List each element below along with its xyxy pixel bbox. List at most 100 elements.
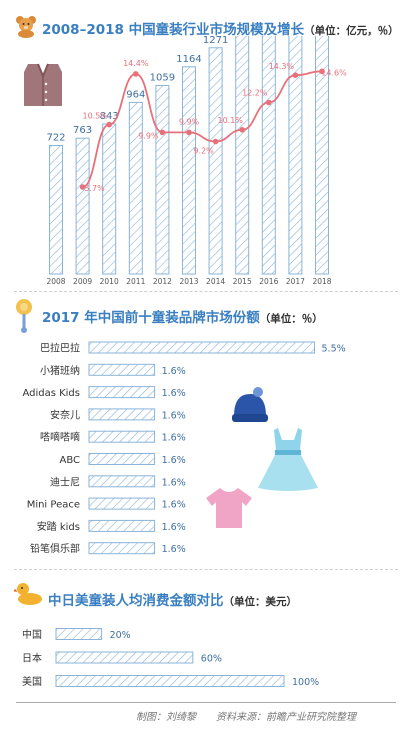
- country-bar: [55, 675, 285, 687]
- bar-value-2008: 722: [46, 132, 65, 143]
- bar-2013: [182, 66, 196, 275]
- growth-label-2011: 14.4%: [123, 59, 149, 68]
- rattle-icon: [14, 298, 34, 338]
- growth-point-2010: [106, 121, 112, 128]
- bar-2014: [208, 47, 223, 275]
- x-tick-2015: 2015: [233, 277, 252, 286]
- brand-label: Mini Peace: [27, 500, 80, 511]
- growth-point-2012: [159, 129, 166, 136]
- growth-label-2010: 10.5%: [82, 112, 108, 121]
- country-label: 美国: [22, 675, 42, 688]
- brand-value: 1.6%: [162, 477, 186, 488]
- bar-value-2014: 1271: [203, 36, 228, 46]
- brand-label: 巴拉巴拉: [40, 342, 80, 355]
- growth-point-2015: [239, 127, 245, 133]
- bar-2011: [128, 101, 143, 275]
- chart3-title: 中日美童装人均消费金额对比: [48, 593, 224, 609]
- brand-label: 嗒嘀嗒嘀: [40, 431, 80, 444]
- country-bar: [55, 651, 194, 664]
- growth-label-2015: 10.1%: [217, 116, 243, 125]
- brand-bar: [88, 341, 315, 354]
- x-tick-2016: 2016: [259, 277, 278, 286]
- brand-bar: [88, 408, 156, 421]
- brand-label: Adidas Kids: [22, 388, 80, 399]
- shirt-icon: [204, 486, 254, 534]
- growth-label-2013: 9.9%: [179, 117, 200, 126]
- brand-value: 1.6%: [162, 388, 186, 399]
- country-value: 100%: [292, 677, 319, 688]
- growth-label-2014: 9.2%: [193, 147, 214, 156]
- growth-line: [82, 70, 323, 188]
- growth-point-2018: [319, 68, 325, 75]
- growth-point-2017: [292, 72, 299, 78]
- chart1-unit: （单位：亿元，％）: [304, 25, 399, 37]
- growth-label-2012: 9.9%: [138, 131, 159, 140]
- x-tick-2008: 2008: [46, 277, 65, 286]
- country-value: 60%: [201, 654, 222, 665]
- chart3-unit: （单位：美元）: [223, 596, 298, 608]
- brand-value: 5.5%: [322, 344, 346, 355]
- brand-label: 铅笔俱乐部: [30, 542, 80, 555]
- bar-2008: [49, 144, 63, 275]
- hat-icon: [228, 386, 270, 430]
- x-tick-2013: 2013: [179, 277, 198, 286]
- growth-point-2016: [266, 99, 272, 106]
- bar-2012: [155, 84, 170, 275]
- bar-2010: [102, 123, 117, 275]
- teddy-bear-icon: [14, 14, 38, 42]
- growth-point-2013: [186, 129, 192, 136]
- bar-2018: [315, 36, 329, 275]
- brand-value: 1.6%: [162, 544, 186, 555]
- divider: [14, 569, 398, 570]
- chart1-title: 2008–2018 中国童装行业市场规模及增长: [42, 22, 305, 38]
- x-tick-2011: 2011: [126, 277, 145, 286]
- brand-label: 小猪班纳: [40, 364, 80, 377]
- growth-label-2018: 14.6%: [321, 68, 347, 77]
- bar-2016: [261, 36, 276, 275]
- duck-icon: [12, 580, 44, 610]
- brand-value: 1.6%: [162, 433, 186, 444]
- brand-label: 安奈儿: [50, 408, 80, 421]
- brand-bar: [88, 363, 156, 376]
- x-tick-2017: 2017: [286, 277, 305, 286]
- growth-label-2009: 5.7%: [84, 184, 105, 193]
- country-label: 日本: [22, 652, 42, 665]
- x-tick-2009: 2009: [73, 277, 92, 286]
- country-bar: [55, 628, 103, 640]
- bar-2009: [75, 137, 90, 275]
- dress-icon: [256, 426, 320, 496]
- chart2-title: 2017 年中国前十童装品牌市场份额: [42, 310, 260, 326]
- growth-label-2017: 14.3%: [269, 62, 295, 71]
- x-tick-2012: 2012: [153, 277, 172, 286]
- brand-label: ABC: [59, 455, 80, 466]
- per-capita-spend-chart: 中国 20% 日本 60% 美国 100%: [22, 628, 319, 688]
- market-size-chart: 722 2008 763 2009 843 2010 964 2011 1059 2012 1164…: [46, 36, 347, 286]
- growth-point-2014: [212, 138, 219, 145]
- divider: [14, 291, 398, 292]
- bar-value-2009: 763: [73, 125, 92, 136]
- bar-value-2013: 1164: [176, 54, 201, 65]
- footer-credit: 制图：刘绮黎 资料来源：前瞻产业研究院整理: [136, 712, 356, 723]
- brand-bar: [88, 519, 156, 532]
- brand-value: 1.6%: [162, 366, 186, 377]
- x-tick-2018: 2018: [312, 277, 331, 286]
- bar-value-2012: 1059: [150, 72, 175, 83]
- bar-value-2011: 964: [126, 89, 145, 100]
- brand-bar: [88, 497, 156, 510]
- bar-value-2010: 843: [100, 111, 119, 122]
- bar-2017: [288, 36, 303, 275]
- brand-label: 迪士尼: [50, 475, 80, 488]
- growth-label-2016: 12.2%: [242, 89, 268, 98]
- brand-value: 1.6%: [162, 455, 186, 466]
- brand-bar: [88, 453, 156, 465]
- country-label: 中国: [22, 628, 42, 641]
- country-value: 20%: [110, 630, 131, 641]
- brand-bar: [88, 386, 156, 399]
- bar-2015: [235, 36, 250, 275]
- brand-value: 1.6%: [162, 410, 186, 421]
- brand-bar: [88, 430, 156, 443]
- brand-value: 1.6%: [162, 500, 186, 511]
- chart2-unit: （单位：％）: [259, 313, 323, 325]
- brand-share-chart: 巴拉巴拉 5.5% 小猪班纳 1.6% Adidas Kids 1.6% 安奈儿 1.6% 嗒嘀…: [22, 341, 346, 555]
- brand-value: 1.6%: [162, 522, 186, 533]
